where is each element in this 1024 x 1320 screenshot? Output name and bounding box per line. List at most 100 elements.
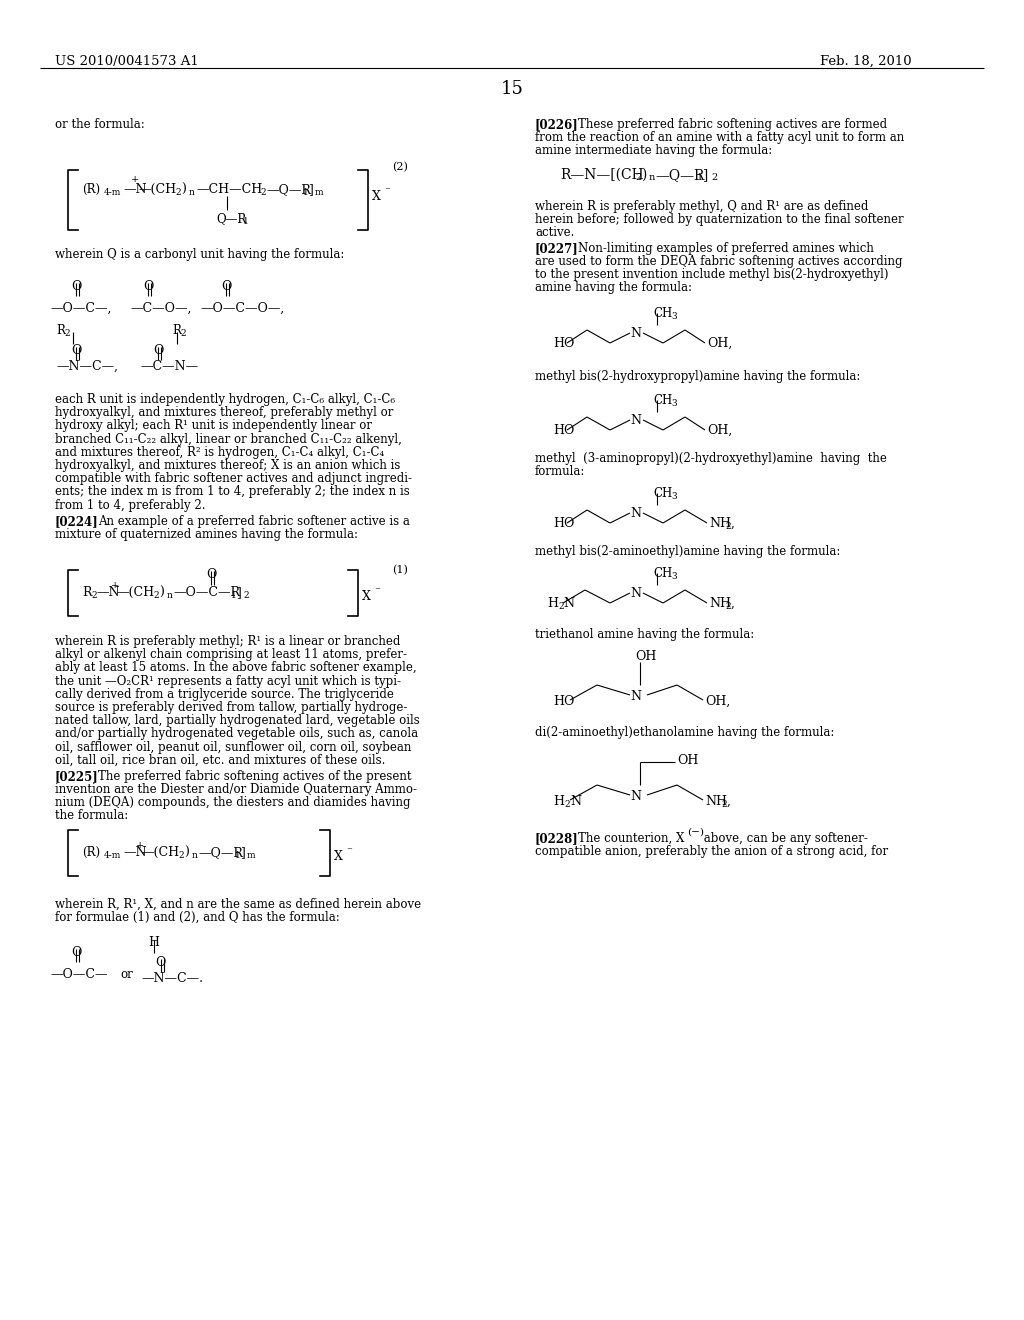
Text: Non-limiting examples of preferred amines which: Non-limiting examples of preferred amine… [578,242,873,255]
Text: compatible with fabric softener actives and adjunct ingredi-: compatible with fabric softener actives … [55,473,412,486]
Text: —C—O—,: —C—O—, [130,302,191,315]
Text: wherein Q is a carbonyl unit having the formula:: wherein Q is a carbonyl unit having the … [55,248,344,261]
Text: HO: HO [553,337,574,350]
Text: wherein R is preferably methyl; R¹ is a linear or branched: wherein R is preferably methyl; R¹ is a … [55,635,400,648]
Text: ⁻: ⁻ [384,186,390,195]
Text: n: n [167,591,173,601]
Text: X: X [334,850,343,863]
Text: X: X [372,190,381,203]
Text: wherein R, R¹, X, and n are the same as defined herein above: wherein R, R¹, X, and n are the same as … [55,898,421,911]
Text: US 2010/0041573 A1: US 2010/0041573 A1 [55,55,199,69]
Text: —O—C—O—,: —O—C—O—, [200,302,285,315]
Text: ]: ] [240,846,245,859]
Text: ably at least 15 atoms. In the above fabric softener example,: ably at least 15 atoms. In the above fab… [55,661,417,675]
Text: methyl bis(2-aminoethyl)amine having the formula:: methyl bis(2-aminoethyl)amine having the… [535,545,841,558]
Text: wherein R is preferably methyl, Q and R¹ are as defined: wherein R is preferably methyl, Q and R¹… [535,201,868,213]
Text: N: N [630,789,641,803]
Text: herein before; followed by quaternization to the final softener: herein before; followed by quaternizatio… [535,213,903,226]
Text: m: m [247,851,256,861]
Text: compatible anion, preferably the anion of a strong acid, for: compatible anion, preferably the anion o… [535,845,888,858]
Text: 2: 2 [725,602,731,611]
Text: hydroxy alkyl; each R¹ unit is independently linear or: hydroxy alkyl; each R¹ unit is independe… [55,420,372,433]
Text: +: + [136,841,144,850]
Text: [0226]: [0226] [535,117,579,131]
Text: OH: OH [635,649,656,663]
Text: 3: 3 [671,399,677,408]
Text: N: N [630,414,641,426]
Text: (R): (R) [82,846,100,859]
Text: HO: HO [553,696,574,708]
Text: 2: 2 [725,521,731,531]
Text: 2: 2 [153,591,159,601]
Text: R: R [82,586,91,599]
Text: from the reaction of an amine with a fatty acyl unit to form an: from the reaction of an amine with a fat… [535,131,904,144]
Text: formula:: formula: [535,465,586,478]
Text: 2: 2 [564,800,569,809]
Text: 2: 2 [558,602,563,611]
Text: hydroxyalkyl, and mixtures thereof; X is an anion which is: hydroxyalkyl, and mixtures thereof; X is… [55,459,400,473]
Text: N: N [630,327,641,341]
Text: 2: 2 [260,187,265,197]
Text: active.: active. [535,226,574,239]
Text: —CH—CH: —CH—CH [196,183,262,195]
Text: O: O [143,280,154,293]
Text: 2: 2 [63,329,70,338]
Text: nium (DEQA) compounds, the diesters and diamides having: nium (DEQA) compounds, the diesters and … [55,796,411,809]
Text: and/or partially hydrogenated vegetable oils, such as, canola: and/or partially hydrogenated vegetable … [55,727,418,741]
Text: ,: , [727,795,731,808]
Text: NH: NH [705,795,727,808]
Text: the formula:: the formula: [55,809,128,822]
Text: 3: 3 [671,492,677,502]
Text: or the formula:: or the formula: [55,117,144,131]
Text: 2: 2 [178,851,183,861]
Text: [0224]: [0224] [55,515,98,528]
Text: ): ) [159,586,164,599]
Text: R—N—[(CH: R—N—[(CH [560,168,644,182]
Text: mixture of quaternized amines having the formula:: mixture of quaternized amines having the… [55,528,358,541]
Text: —N—C—.: —N—C—. [141,972,203,985]
Text: +: + [111,581,119,590]
Text: N: N [630,690,641,704]
Text: n: n [193,851,198,861]
Text: 2: 2 [721,800,727,809]
Text: N: N [570,795,581,808]
Text: O: O [71,345,81,356]
Text: —N: —N [123,183,146,195]
Text: NH: NH [709,517,731,531]
Text: —N—C—,: —N—C—, [56,360,118,374]
Text: OH: OH [677,754,698,767]
Text: X: X [362,590,371,603]
Text: from 1 to 4, preferably 2.: from 1 to 4, preferably 2. [55,499,206,512]
Text: 4-m: 4-m [104,187,122,197]
Text: ]: ] [308,183,313,195]
Text: n: n [189,187,195,197]
Text: O: O [155,956,165,969]
Text: HO: HO [553,424,574,437]
Text: ,: , [731,597,735,610]
Text: 2: 2 [180,329,185,338]
Text: [0227]: [0227] [535,242,579,255]
Text: O: O [221,280,231,293]
Text: source is preferably derived from tallow, partially hydroge-: source is preferably derived from tallow… [55,701,408,714]
Text: The counterion, X: The counterion, X [578,832,684,845]
Text: ): ) [641,168,646,182]
Text: di(2-aminoethyl)ethanolamine having the formula:: di(2-aminoethyl)ethanolamine having the … [535,726,835,739]
Text: ): ) [181,183,186,195]
Text: each R unit is independently hydrogen, C₁-C₆ alkyl, C₁-C₆: each R unit is independently hydrogen, C… [55,393,395,407]
Text: 2: 2 [243,591,249,601]
Text: methyl bis(2-hydroxypropyl)amine having the formula:: methyl bis(2-hydroxypropyl)amine having … [535,370,860,383]
Text: —Q—R: —Q—R [198,846,243,859]
Text: +: + [131,176,139,183]
Text: oil, safflower oil, peanut oil, sunflower oil, corn oil, soybean: oil, safflower oil, peanut oil, sunflowe… [55,741,412,754]
Text: H: H [553,795,564,808]
Text: CH: CH [653,393,672,407]
Text: ents; the index m is from 1 to 4, preferably 2; the index n is: ents; the index m is from 1 to 4, prefer… [55,486,410,499]
Text: OH,: OH, [705,696,730,708]
Text: The preferred fabric softening actives of the present: The preferred fabric softening actives o… [98,770,412,783]
Text: —N: —N [123,846,146,859]
Text: 2: 2 [175,187,180,197]
Text: methyl  (3-aminopropyl)(2-hydroxyethyl)amine  having  the: methyl (3-aminopropyl)(2-hydroxyethyl)am… [535,451,887,465]
Text: N: N [630,587,641,601]
Text: 1: 1 [697,173,703,182]
Text: above, can be any softener-: above, can be any softener- [700,832,868,845]
